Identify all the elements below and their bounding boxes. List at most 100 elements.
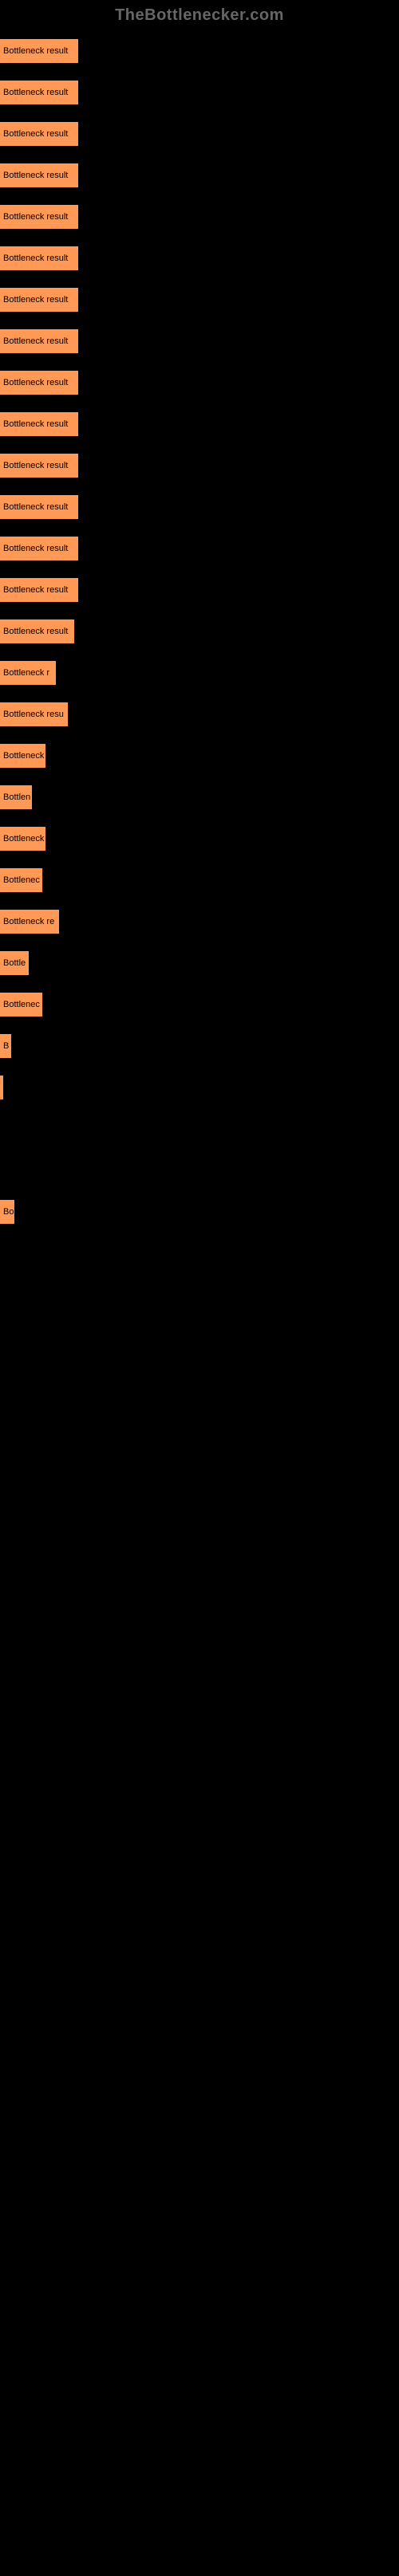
bar-row: Bottleneck result bbox=[0, 329, 399, 353]
chart-bar: Bottleneck r bbox=[0, 661, 56, 685]
bar-row bbox=[0, 1614, 399, 1638]
chart-bar: Bottlenec bbox=[0, 868, 42, 892]
bar-label: Bottleneck r bbox=[3, 668, 49, 678]
bar-row: Bottleneck r bbox=[0, 661, 399, 685]
bar-row bbox=[0, 1988, 399, 2012]
chart-bar: Bottleneck result bbox=[0, 122, 78, 146]
chart-bar: Bottleneck result bbox=[0, 81, 78, 104]
chart-bar: Bottleneck result bbox=[0, 454, 78, 478]
bar-row bbox=[0, 1780, 399, 1804]
bar-row bbox=[0, 1905, 399, 1929]
chart-bar: Bo bbox=[0, 1200, 14, 1224]
chart-bar: Bottleneck result bbox=[0, 288, 78, 312]
bar-label: Bo bbox=[3, 1207, 14, 1217]
bar-row bbox=[0, 2485, 399, 2509]
bar-row: Bottleneck result bbox=[0, 288, 399, 312]
bar-label: Bottleneck result bbox=[3, 419, 68, 429]
bar-row bbox=[0, 1697, 399, 1721]
bar-row bbox=[0, 1822, 399, 1846]
bar-row: Bottleneck bbox=[0, 827, 399, 851]
chart-bar: Bottleneck bbox=[0, 827, 45, 851]
bar-row bbox=[0, 2195, 399, 2219]
bar-row bbox=[0, 2278, 399, 2302]
bar-label: Bottleneck resu bbox=[3, 710, 64, 719]
chart-bar: B bbox=[0, 1034, 11, 1058]
bar-label: Bottleneck result bbox=[3, 212, 68, 222]
bar-row bbox=[0, 2444, 399, 2468]
chart-bar bbox=[0, 1076, 3, 1099]
bar-row: Bo bbox=[0, 1200, 399, 1224]
bar-row: Bottle bbox=[0, 951, 399, 975]
bar-chart: Bottleneck result Bottleneck result Bottle… bbox=[0, 31, 399, 2576]
chart-bar: Bottleneck result bbox=[0, 205, 78, 229]
bar-row: Bottleneck resu bbox=[0, 702, 399, 726]
chart-bar: Bottleneck result bbox=[0, 163, 78, 187]
bar-row bbox=[0, 2319, 399, 2343]
chart-bar: Bottleneck bbox=[0, 744, 45, 768]
bar-label: Bottle bbox=[3, 958, 26, 968]
bar-row bbox=[0, 1241, 399, 1265]
bar-label: Bottleneck result bbox=[3, 336, 68, 346]
bar-label: Bottleneck result bbox=[3, 295, 68, 305]
bar-row bbox=[0, 2071, 399, 2094]
bar-row bbox=[0, 1449, 399, 1473]
page-header: TheBottlenecker.com bbox=[0, 0, 399, 31]
chart-bar: Bottlenec bbox=[0, 993, 42, 1017]
bar-label: Bottleneck result bbox=[3, 88, 68, 97]
bar-row bbox=[0, 1366, 399, 1390]
bar-label: Bottleneck result bbox=[3, 461, 68, 470]
bar-row: Bottlenec bbox=[0, 868, 399, 892]
bar-row: Bottlenec bbox=[0, 993, 399, 1017]
chart-bar: Bottleneck result bbox=[0, 412, 78, 436]
bar-row bbox=[0, 1656, 399, 1680]
chart-bar: Bottle bbox=[0, 951, 29, 975]
bar-label: Bottlen bbox=[3, 792, 30, 802]
bar-row: Bottleneck result bbox=[0, 371, 399, 395]
bar-row: Bottleneck result bbox=[0, 495, 399, 519]
chart-bar: Bottleneck resu bbox=[0, 702, 68, 726]
bar-row bbox=[0, 1573, 399, 1597]
bar-row: Bottleneck bbox=[0, 744, 399, 768]
bar-label: Bottleneck result bbox=[3, 254, 68, 263]
bar-label: Bottleneck bbox=[3, 751, 44, 761]
bar-row bbox=[0, 1283, 399, 1307]
bar-row bbox=[0, 1739, 399, 1763]
bar-row: Bottleneck result bbox=[0, 39, 399, 63]
bar-row: Bottleneck re bbox=[0, 910, 399, 934]
bar-label: Bottleneck result bbox=[3, 46, 68, 56]
chart-bar: Bottleneck result bbox=[0, 537, 78, 560]
bar-row bbox=[0, 1117, 399, 1141]
bar-label: Bottleneck result bbox=[3, 171, 68, 180]
bar-row: Bottleneck result bbox=[0, 578, 399, 602]
bar-label: Bottleneck result bbox=[3, 544, 68, 553]
chart-bar: Bottleneck result bbox=[0, 39, 78, 63]
chart-bar: Bottleneck result bbox=[0, 619, 74, 643]
bar-row bbox=[0, 1863, 399, 1887]
bar-label: Bottleneck result bbox=[3, 129, 68, 139]
bar-label: Bottlenec bbox=[3, 1000, 40, 1009]
bar-row: Bottleneck result bbox=[0, 537, 399, 560]
chart-bar: Bottleneck result bbox=[0, 246, 78, 270]
chart-bar: Bottleneck result bbox=[0, 578, 78, 602]
bar-row: Bottleneck result bbox=[0, 163, 399, 187]
bar-row bbox=[0, 1532, 399, 1555]
bar-row bbox=[0, 2112, 399, 2136]
bar-row bbox=[0, 1407, 399, 1431]
bar-row: Bottleneck result bbox=[0, 246, 399, 270]
bar-row bbox=[0, 1490, 399, 1514]
bar-label: Bottleneck bbox=[3, 834, 44, 844]
chart-bar: Bottleneck re bbox=[0, 910, 59, 934]
bar-row bbox=[0, 2236, 399, 2260]
bar-label: Bottleneck result bbox=[3, 627, 68, 636]
bar-row bbox=[0, 2361, 399, 2385]
chart-bar: Bottlen bbox=[0, 785, 32, 809]
bar-row bbox=[0, 2527, 399, 2550]
chart-bar: Bottleneck result bbox=[0, 371, 78, 395]
bar-row: B bbox=[0, 1034, 399, 1058]
bar-row: Bottleneck result bbox=[0, 412, 399, 436]
bar-row: Bottleneck result bbox=[0, 81, 399, 104]
bar-row bbox=[0, 1324, 399, 1348]
bar-label: Bottlenec bbox=[3, 875, 40, 885]
bar-row: Bottleneck result bbox=[0, 205, 399, 229]
chart-bar: Bottleneck result bbox=[0, 495, 78, 519]
